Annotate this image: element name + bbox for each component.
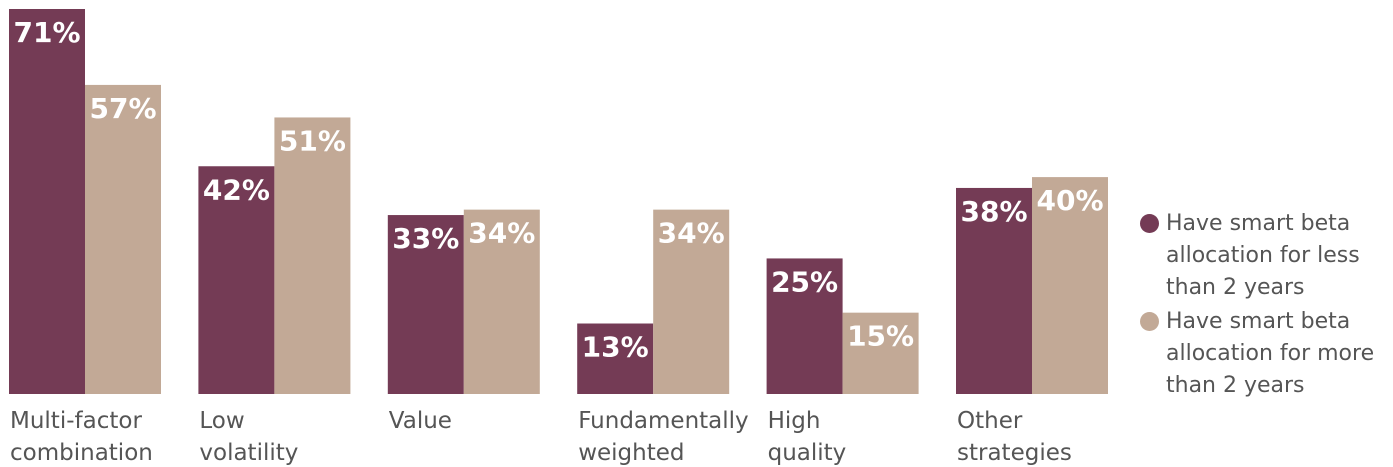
bar-more-than-2-years xyxy=(842,312,919,394)
bar-less-than-2-years xyxy=(577,323,654,394)
category-label: combination xyxy=(10,440,153,466)
bar-less-than-2-years xyxy=(198,166,275,394)
bar-value-label: 33% xyxy=(392,222,459,255)
legend: Have smart beta allocation for less than… xyxy=(1138,208,1388,404)
category-label: quality xyxy=(768,440,847,466)
bar-value-label: 42% xyxy=(203,173,270,206)
bar-value-label: 34% xyxy=(658,217,725,250)
bar-value-label: 71% xyxy=(13,16,80,49)
bar-more-than-2-years xyxy=(85,84,161,394)
category-label: Multi-factor xyxy=(10,408,142,434)
legend-label-line: Have smart beta xyxy=(1166,309,1351,334)
legend-item-more-than-2-years: Have smart beta allocation for more than… xyxy=(1138,306,1388,402)
category-label: Fundamentally xyxy=(578,408,748,434)
legend-label-line: allocation for less xyxy=(1166,243,1360,268)
bar-value-label: 40% xyxy=(1036,184,1103,217)
bar-more-than-2-years xyxy=(1032,177,1108,394)
bar-value-label: 57% xyxy=(89,92,156,125)
bar-value-label: 15% xyxy=(847,320,914,353)
legend-label-line: than 2 years xyxy=(1166,373,1305,398)
bar-value-label: 25% xyxy=(771,265,838,298)
category-label: volatility xyxy=(199,440,298,466)
bar-value-label: 51% xyxy=(279,124,346,157)
category-label: weighted xyxy=(578,440,684,466)
category-label: Other xyxy=(957,408,1023,434)
bar-less-than-2-years xyxy=(956,187,1032,394)
legend-swatch-more-than-2-years xyxy=(1140,312,1159,331)
bar-value-label: 34% xyxy=(468,217,535,250)
bar-more-than-2-years xyxy=(274,117,351,394)
bar-value-label: 13% xyxy=(582,331,649,364)
category-label: High xyxy=(768,408,821,434)
bar-less-than-2-years xyxy=(766,258,843,394)
bar-less-than-2-years xyxy=(9,9,85,394)
bar-less-than-2-years xyxy=(387,215,464,394)
category-label: Value xyxy=(389,408,452,434)
value-labels-group: 71% 57% 42% 51% 33% 34% 13% 34% 25% 15% 38% 40% xyxy=(13,16,1103,364)
bar-more-than-2-years xyxy=(653,209,730,394)
category-label: strategies xyxy=(957,440,1072,466)
legend-label-line: allocation for more xyxy=(1166,341,1375,366)
category-label: Low xyxy=(199,408,244,434)
bar-value-label: 38% xyxy=(960,195,1027,228)
bar-more-than-2-years xyxy=(463,209,540,394)
bars-group xyxy=(9,9,1108,394)
category-labels-group: Multi-factor combination Low volatility Valu… xyxy=(10,408,1072,466)
legend-label-line: than 2 years xyxy=(1166,275,1305,300)
legend-item-less-than-2-years: Have smart beta allocation for less than… xyxy=(1138,208,1388,304)
legend-label-line: Have smart beta xyxy=(1166,211,1351,236)
legend-swatch-less-than-2-years xyxy=(1140,214,1159,233)
